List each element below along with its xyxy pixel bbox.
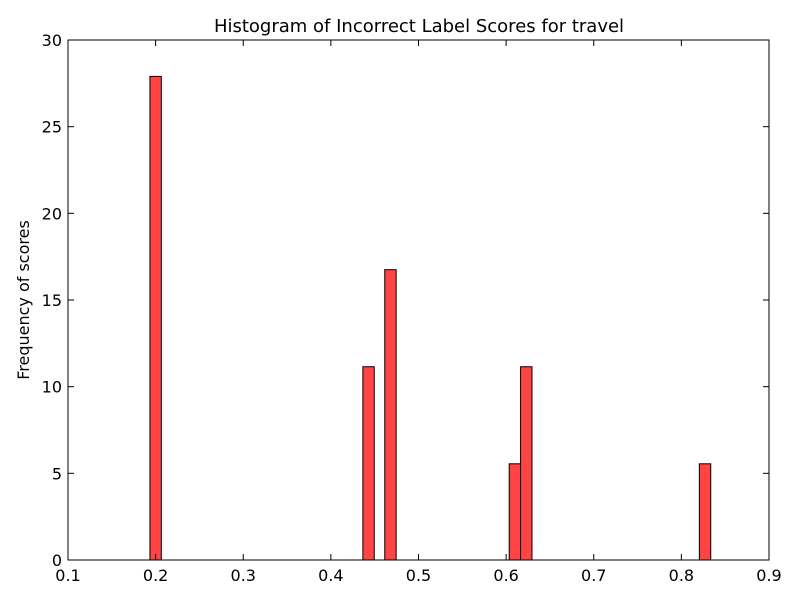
- y-tick-label-0: 0: [52, 551, 62, 570]
- histogram-bar-1: [362, 366, 375, 561]
- histogram-bar-4: [520, 366, 533, 561]
- y-tick-label-5: 25: [42, 118, 62, 137]
- x-tick-label-2: 0.3: [231, 566, 256, 585]
- y-tick-label-2: 10: [42, 378, 62, 397]
- x-tick-label-3: 0.4: [318, 566, 343, 585]
- x-tick-label-1: 0.2: [143, 566, 168, 585]
- bars-group: [149, 75, 712, 561]
- histogram-bar-5: [698, 463, 712, 561]
- x-tick-label-8: 0.9: [756, 566, 781, 585]
- y-tick-label-4: 20: [42, 204, 62, 223]
- x-tick-label-0: 0.1: [55, 566, 80, 585]
- histogram-bar-3: [508, 463, 522, 561]
- x-tick-label-7: 0.8: [669, 566, 694, 585]
- x-tick-label-5: 0.6: [493, 566, 518, 585]
- ticks-group: 0.1 0.2 0.3 0.4 0.5 0.6 0.7 0.8 0.9 0 5 10 15 20 25 30: [42, 31, 782, 585]
- x-tick-label-6: 0.7: [581, 566, 606, 585]
- chart-title: Histogram of Incorrect Label Scores for …: [214, 16, 624, 37]
- plot-frame: [67, 39, 770, 561]
- y-tick-label-3: 15: [42, 291, 62, 310]
- histogram-bar-0: [149, 75, 162, 561]
- y-tick-label-6: 30: [42, 31, 62, 50]
- y-axis-label: Frequency of scores: [14, 220, 33, 380]
- histogram-bar-2: [384, 269, 397, 561]
- x-tick-label-4: 0.5: [406, 566, 431, 585]
- y-tick-label-1: 5: [52, 464, 62, 483]
